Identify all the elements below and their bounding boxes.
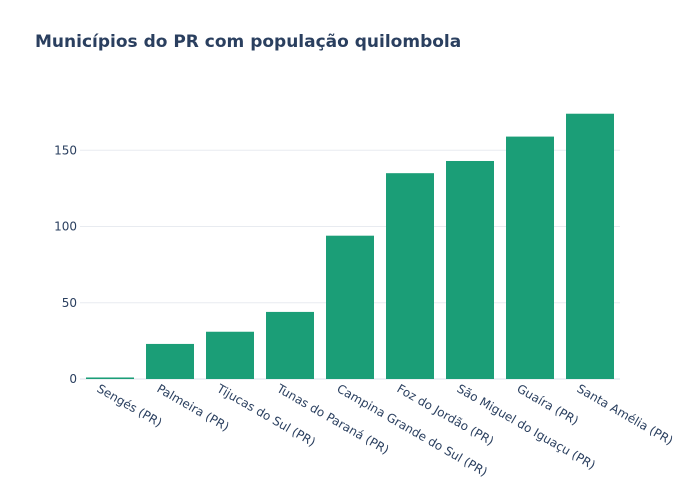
bar[interactable] bbox=[86, 377, 134, 379]
x-tick-label: Santa Amélia (PR) bbox=[575, 381, 676, 447]
chart-title: Municípios do PR com população quilombol… bbox=[35, 32, 462, 52]
bar[interactable] bbox=[206, 331, 254, 379]
bar-layer bbox=[86, 113, 614, 379]
x-axis: Sengés (PR)Palmeira (PR)Tijucas do Sul (… bbox=[95, 381, 676, 479]
x-tick-label: Tunas do Paraná (PR) bbox=[274, 381, 392, 457]
bar[interactable] bbox=[386, 173, 434, 379]
bar[interactable] bbox=[146, 343, 194, 379]
y-tick-label: 100 bbox=[54, 220, 77, 234]
y-tick-label: 50 bbox=[62, 296, 77, 310]
y-tick-label: 0 bbox=[69, 372, 77, 386]
x-tick-label: Foz do Jordão (PR) bbox=[395, 381, 497, 448]
y-tick-label: 150 bbox=[54, 143, 77, 157]
x-tick-label: Sengés (PR) bbox=[95, 381, 165, 429]
y-axis: 0 50 100 150 bbox=[54, 143, 77, 386]
bar[interactable] bbox=[566, 113, 614, 379]
x-tick-label: Tijucas do Sul (PR) bbox=[214, 381, 318, 449]
bar[interactable] bbox=[326, 235, 374, 379]
bar[interactable] bbox=[506, 136, 554, 379]
bar[interactable] bbox=[266, 311, 314, 379]
bar[interactable] bbox=[446, 160, 494, 379]
